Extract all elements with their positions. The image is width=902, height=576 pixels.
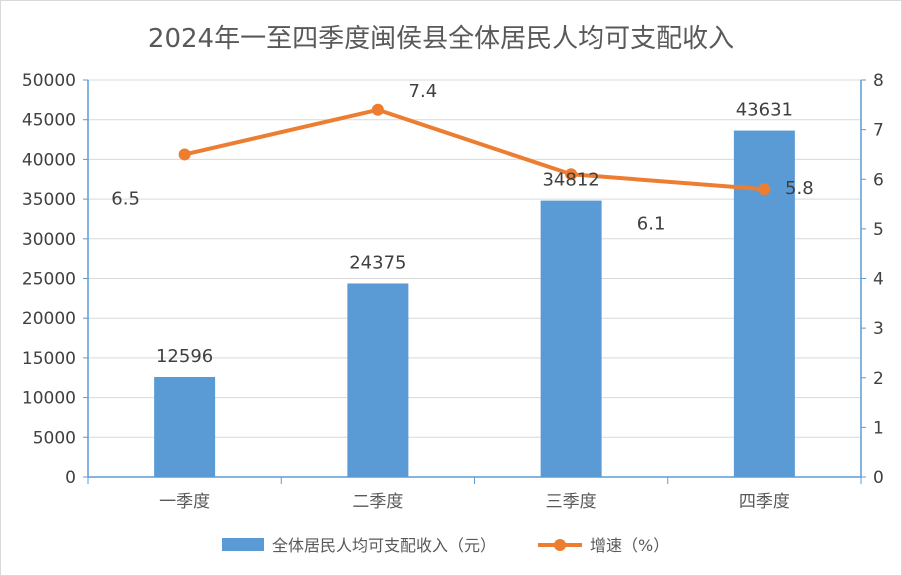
- x-axis-category-label: 一季度: [159, 492, 210, 512]
- bar-data-label: 24375: [349, 252, 406, 273]
- legend: 全体居民人均可支配收入（元） 增速（%）: [222, 536, 669, 555]
- bar-data-label: 34812: [542, 170, 599, 191]
- x-axis-category-label: 二季度: [352, 492, 403, 512]
- left-axis-tick-label: 30000: [22, 230, 76, 250]
- line-data-label: 7.4: [409, 81, 438, 102]
- gridlines: [88, 79, 861, 438]
- right-axis-tick-label: 5: [873, 220, 884, 240]
- right-axis-tick-label: 6: [873, 170, 884, 190]
- right-axis-tick-label: 8: [873, 71, 884, 91]
- right-axis-tick-label: 3: [873, 319, 884, 339]
- left-axis-tick-label: 0: [65, 468, 76, 488]
- bar: [347, 283, 409, 477]
- left-axis-tick-label: 15000: [22, 349, 76, 369]
- left-axis-tick-label: 50000: [22, 71, 76, 91]
- line-data-label: 6.5: [111, 188, 140, 209]
- bar-data-label: 43631: [736, 100, 793, 121]
- x-axis-category-label: 四季度: [739, 492, 790, 512]
- bar: [540, 200, 602, 477]
- legend-bar-label: 全体居民人均可支配收入（元）: [272, 536, 496, 555]
- bar-data-label: 12596: [156, 346, 213, 367]
- left-axis-tick-label: 20000: [22, 309, 76, 329]
- legend-line-marker: [554, 539, 566, 551]
- right-axis-tick-label: 1: [873, 418, 884, 438]
- right-axis-tick-label: 0: [873, 468, 884, 488]
- left-axis-tick-label: 40000: [22, 150, 76, 170]
- data-labels: 12596 24375 34812 43631 6.5 7.4 6.1 5.8: [111, 81, 813, 367]
- chart-title: 2024年一至四季度闽侯县全体居民人均可支配收入: [148, 24, 734, 54]
- line-point: [371, 103, 384, 116]
- line-series: [178, 103, 771, 196]
- legend-line-label: 增速（%）: [590, 536, 669, 555]
- line-point: [178, 148, 191, 161]
- line-data-label: 6.1: [637, 213, 666, 234]
- right-axis-tick-label: 4: [873, 270, 884, 290]
- left-axis-tick-label: 10000: [22, 389, 76, 409]
- right-axis-tick-label: 2: [873, 369, 884, 389]
- line-series-path: [182, 107, 767, 192]
- x-axis-category-label: 三季度: [546, 492, 597, 512]
- left-axis-tick-label: 45000: [22, 111, 76, 131]
- bar: [154, 376, 216, 477]
- line-data-label: 5.8: [785, 178, 814, 199]
- left-axis-tick-label: 25000: [22, 270, 76, 290]
- line-point: [565, 168, 578, 181]
- legend-bar-swatch: [222, 538, 264, 551]
- left-axis-tick-label: 35000: [22, 190, 76, 210]
- line-point: [758, 183, 771, 196]
- left-axis-tick-label: 5000: [33, 428, 76, 448]
- axes: 0 5000 10000 15000 20000 25000 30000 35000 40000…: [22, 71, 884, 512]
- right-axis-tick-label: 7: [873, 121, 884, 141]
